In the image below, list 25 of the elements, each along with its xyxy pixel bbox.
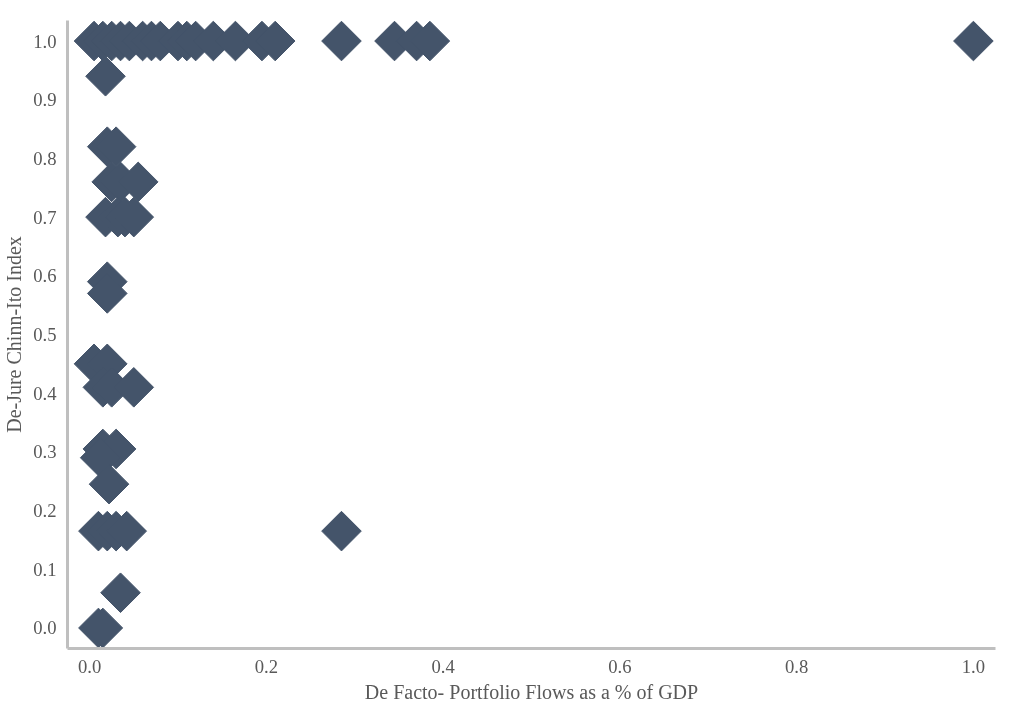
y-tick-label: 0.1 [33, 558, 57, 580]
y-tick-label: 0.2 [33, 500, 57, 522]
y-tick-label: 1.0 [33, 30, 57, 52]
x-tick-label: 0.6 [608, 655, 632, 677]
y-tick-label: 0.5 [33, 324, 57, 345]
x-tick-label: 1.0 [961, 655, 986, 677]
y-tick-label: 0.4 [33, 382, 58, 404]
point [85, 55, 126, 97]
point [321, 20, 362, 62]
y-tick-label: 0.0 [33, 617, 57, 639]
y-tick-label: 0.3 [33, 441, 57, 463]
y-tick-label: 0.7 [33, 206, 57, 228]
x-tick-label: 0.4 [431, 655, 456, 677]
point [953, 20, 994, 62]
y-tick-label: 0.9 [33, 89, 57, 111]
point [100, 572, 141, 614]
x-tick-label: 0.8 [784, 655, 809, 677]
y-tick-label: 0.8 [33, 147, 57, 169]
y-axis-title: De-Jure Chinn-Ito Index [3, 236, 26, 433]
y-tick-label: 0.6 [33, 265, 57, 287]
x-axis-title: De Facto- Portfolio Flows as a % of GDP [364, 680, 699, 703]
x-tick-label: 0.0 [77, 655, 102, 677]
point [321, 510, 362, 552]
point [88, 463, 130, 505]
x-tick-label: 0.2 [254, 655, 279, 677]
